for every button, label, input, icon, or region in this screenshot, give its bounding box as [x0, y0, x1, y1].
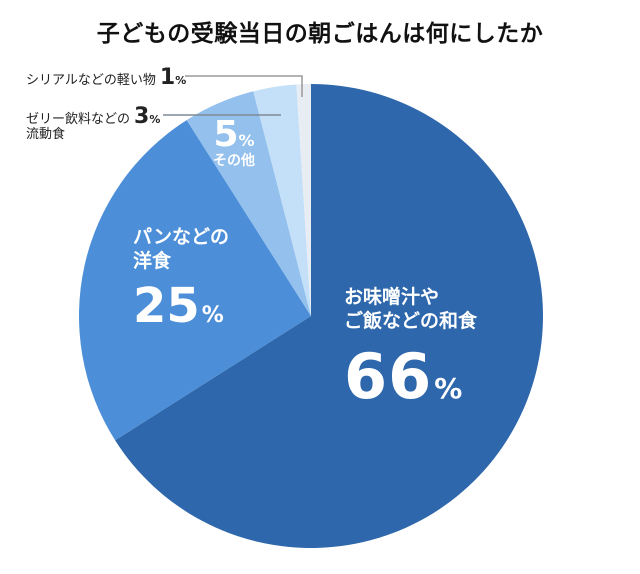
label-yoshoku-unit: %: [201, 302, 224, 328]
label-other-text: その他: [213, 153, 255, 169]
label-cereal-value: 1: [159, 65, 176, 90]
slice-other: [186, 91, 311, 316]
slice-jelly: [253, 84, 311, 316]
label-yoshoku-text-line2: 洋食: [133, 249, 172, 272]
label-washoku-unit: %: [434, 371, 463, 405]
label-yoshoku-value: 25: [133, 277, 200, 334]
label-jelly: ゼリー飲料などの 3% 流動食: [26, 103, 160, 143]
label-washoku-value: 66: [344, 339, 433, 413]
label-other-unit: %: [238, 131, 255, 150]
label-washoku-text: お味噌汁や: [344, 286, 440, 308]
label-washoku: お味噌汁や ご飯などの和食 66%: [344, 286, 477, 415]
label-cereal: シリアルなどの軽い物 1%: [26, 64, 186, 92]
label-washoku-text-line2: ご飯などの和食: [344, 309, 478, 332]
label-yoshoku-text: パンなどの: [133, 226, 229, 248]
label-jelly-text-line2: 流動食: [26, 126, 66, 142]
leader-line-cereal: [185, 75, 303, 97]
chart-title: 子どもの受験当日の朝ごはんは何にしたか: [96, 21, 544, 47]
label-jelly-text: ゼリー飲料などの: [26, 112, 131, 127]
label-jelly-value: 3: [134, 104, 150, 129]
slice-cereal: [296, 84, 311, 316]
label-yoshoku: パンなどの 洋食 25%: [133, 226, 229, 336]
label-jelly-unit: %: [149, 113, 161, 126]
label-other-value: 5: [213, 114, 239, 155]
slice-washoku: [115, 84, 543, 548]
label-cereal-unit: %: [175, 74, 187, 87]
label-cereal-text: シリアルなどの軽い物: [26, 73, 156, 88]
slice-yoshoku: [78, 120, 311, 441]
label-other: 5% その他: [213, 112, 255, 171]
